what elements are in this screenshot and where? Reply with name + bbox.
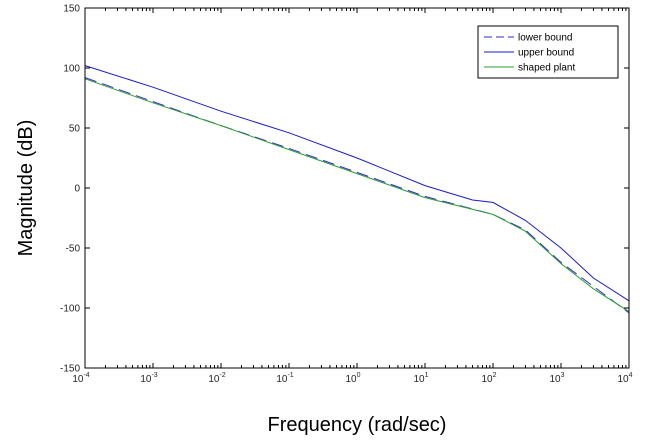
x-tick-label: 10-1: [276, 372, 293, 385]
x-tick-label: 10-4: [72, 372, 89, 385]
x-tick-label: 102: [481, 372, 496, 385]
y-tick-label: 150: [63, 4, 80, 15]
x-tick-label: 100: [345, 372, 360, 385]
x-tick-label: 10-3: [140, 372, 157, 385]
plot-frame: [84, 7, 630, 369]
legend-label-2: shaped plant: [518, 63, 575, 74]
y-tick-label: 100: [63, 64, 80, 75]
x-tick-label: 104: [617, 372, 632, 385]
y-tick-label: 0: [74, 184, 80, 195]
x-tick-label: 103: [549, 372, 564, 385]
series-layer: [84, 65, 630, 314]
y-tick-label: 50: [69, 124, 81, 135]
legend-label-1: upper bound: [518, 48, 574, 59]
y-tick-label: -50: [66, 244, 81, 255]
y-tick-label: -150: [60, 364, 80, 375]
series-line-1: [84, 65, 630, 302]
x-tick-label: 101: [413, 372, 428, 385]
legend: lower bound upper bound shaped plant: [477, 25, 619, 79]
legend-label-0: lower bound: [518, 33, 572, 44]
y-axis-title: Magnitude (dB): [15, 120, 37, 257]
y-tick-label: -100: [60, 304, 80, 315]
x-axis-title: Frequency (rad/sec): [268, 414, 447, 436]
series-line-2: [84, 78, 630, 313]
series-line-0: [84, 77, 630, 314]
x-tick-label: 10-2: [208, 372, 225, 385]
